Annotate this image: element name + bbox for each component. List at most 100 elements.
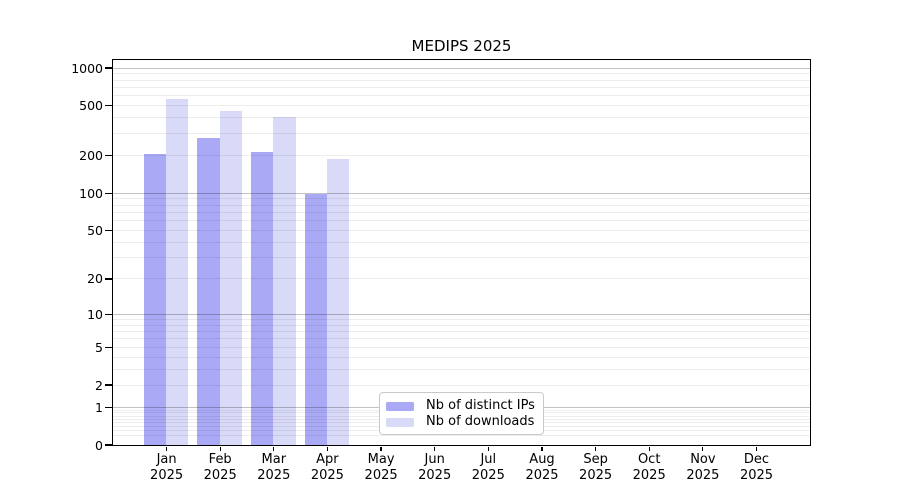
minor-gridline xyxy=(112,79,810,81)
bar-apr-downloads xyxy=(326,159,350,445)
minor-gridline xyxy=(112,278,810,280)
x-tick-month: Nov xyxy=(690,452,716,467)
x-tick-month: Jul xyxy=(480,452,497,467)
legend-label-downloads: Nb of downloads xyxy=(426,414,535,429)
y-tick-label: 500 xyxy=(79,98,103,114)
major-gridline xyxy=(112,192,810,194)
y-tick-mark xyxy=(105,229,112,232)
x-tick-label-jun: Jun 2025 xyxy=(405,452,465,483)
x-tick-year: 2025 xyxy=(203,467,237,483)
y-tick-mark xyxy=(105,313,112,315)
minor-gridline xyxy=(112,211,810,213)
bar-mar-downloads xyxy=(273,117,296,445)
y-tick-label: 1000 xyxy=(71,60,103,76)
x-tick-month: Feb xyxy=(208,452,232,467)
y-tick-label: 2 xyxy=(95,377,103,393)
bar-jan-downloads xyxy=(166,99,189,445)
x-tick-month: Jan xyxy=(156,452,177,467)
x-tick-month: Apr xyxy=(316,452,339,467)
x-tick-year: 2025 xyxy=(471,467,505,483)
bar-feb-distinct-ips xyxy=(197,137,220,445)
x-tick-mark xyxy=(648,446,650,451)
legend-label-distinct-ips: Nb of distinct IPs xyxy=(426,398,535,413)
minor-gridline xyxy=(112,346,810,348)
bar-jan-distinct-ips xyxy=(143,153,166,445)
minor-gridline xyxy=(112,220,810,222)
minor-gridline xyxy=(112,229,810,231)
legend-item-downloads: Nb of downloads xyxy=(386,414,535,430)
bar-apr-distinct-ips xyxy=(304,194,327,445)
y-tick-mark xyxy=(105,384,112,386)
legend-item-distinct-ips: Nb of distinct IPs xyxy=(386,398,535,414)
minor-gridline xyxy=(112,338,810,340)
minor-gridline xyxy=(112,318,810,320)
x-tick-year: 2025 xyxy=(150,467,184,483)
minor-gridline xyxy=(112,331,810,332)
x-tick-mark xyxy=(755,446,758,451)
chart-title: MEDIPS 2025 xyxy=(411,37,512,55)
x-tick-label-may: May 2025 xyxy=(351,452,411,483)
x-tick-month: May xyxy=(367,452,395,467)
y-tick-mark xyxy=(105,346,112,348)
x-tick-mark xyxy=(219,446,221,451)
major-gridline xyxy=(112,313,810,315)
x-tick-year: 2025 xyxy=(579,467,613,483)
minor-gridline xyxy=(112,204,810,206)
x-tick-month: Aug xyxy=(529,452,555,467)
y-tick-label: 0 xyxy=(95,437,103,453)
y-tick-label: 5 xyxy=(95,339,103,355)
minor-gridline xyxy=(112,86,810,88)
y-tick-label: 1 xyxy=(95,399,103,415)
y-tick-mark xyxy=(105,444,112,446)
legend-swatch-distinct-ips-icon xyxy=(386,401,414,411)
x-tick-month: Dec xyxy=(743,452,770,467)
x-tick-label-dec: Dec 2025 xyxy=(727,452,787,483)
minor-gridline xyxy=(112,73,810,75)
y-tick-mark xyxy=(105,278,112,280)
x-tick-month: Jun xyxy=(424,452,445,467)
x-tick-mark xyxy=(702,446,704,451)
x-tick-mark xyxy=(541,446,543,451)
minor-gridline xyxy=(112,155,810,157)
x-tick-label-jan: Jan 2025 xyxy=(137,452,197,483)
x-tick-label-aug: Aug 2025 xyxy=(512,452,572,483)
minor-gridline xyxy=(112,368,810,370)
x-tick-label-jul: Jul 2025 xyxy=(458,452,518,483)
x-tick-mark xyxy=(594,446,597,451)
y-tick-label: 20 xyxy=(87,271,103,287)
x-tick-year: 2025 xyxy=(310,467,344,483)
minor-gridline xyxy=(112,105,810,107)
minor-gridline xyxy=(112,324,810,326)
minor-gridline xyxy=(112,384,810,386)
bars-layer xyxy=(113,60,810,445)
minor-gridline xyxy=(112,257,810,259)
x-tick-mark xyxy=(165,446,168,451)
x-tick-mark xyxy=(380,446,382,451)
minor-gridline xyxy=(112,241,810,243)
major-gridline xyxy=(112,67,810,69)
x-tick-year: 2025 xyxy=(364,467,398,483)
x-tick-year: 2025 xyxy=(525,467,559,483)
x-tick-year: 2025 xyxy=(686,467,720,483)
y-tick-mark xyxy=(105,192,112,194)
x-tick-mark xyxy=(273,446,275,451)
legend-swatch-downloads-icon xyxy=(386,417,414,427)
x-tick-label-oct: Oct 2025 xyxy=(619,452,679,483)
y-tick-label: 200 xyxy=(79,148,103,164)
y-tick-label: 50 xyxy=(87,222,103,238)
plot-area xyxy=(111,58,811,446)
x-tick-month: Sep xyxy=(583,452,608,467)
minor-gridline xyxy=(112,95,810,97)
y-tick-label: 100 xyxy=(79,185,103,201)
y-tick-label: 10 xyxy=(87,306,103,322)
minor-gridline xyxy=(112,356,810,358)
x-tick-year: 2025 xyxy=(418,467,452,483)
minor-gridline xyxy=(112,117,810,119)
bar-mar-distinct-ips xyxy=(250,151,274,445)
x-tick-label-feb: Feb 2025 xyxy=(190,452,250,483)
x-tick-mark xyxy=(434,446,436,451)
y-tick-mark xyxy=(105,406,112,408)
x-tick-mark xyxy=(326,446,329,451)
legend: Nb of distinct IPs Nb of downloads xyxy=(379,392,544,435)
